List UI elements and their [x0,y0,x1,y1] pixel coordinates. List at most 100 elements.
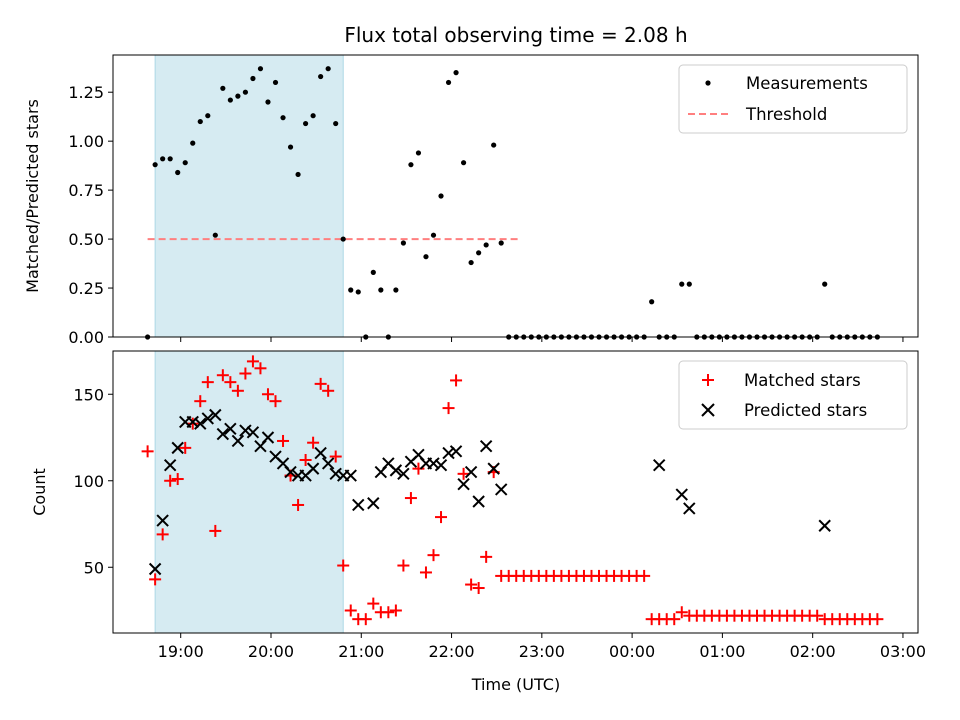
predicted-star-point [427,457,440,470]
predicted-star-point [186,415,199,429]
predicted-star-point [314,446,327,460]
predicted-star-point [449,445,463,458]
measurement-point [340,236,346,242]
x-tick-label: 03:00 [880,642,926,661]
matched-star-point [344,604,357,617]
y-tick-label: 150 [73,385,104,404]
matched-star-point [811,609,824,622]
measurement-point [152,162,158,168]
predicted-star-point [457,478,470,491]
measurement-point [235,93,241,99]
predicted-star-point [261,431,275,444]
predicted-star-point [246,426,260,439]
measurement-point [430,232,437,238]
matched-star-point [675,606,688,619]
top-ylabel: Matched/Predicted stars [23,99,42,293]
predicted-star-point [472,495,485,508]
legend-threshold-label: Threshold [745,105,827,124]
matched-star-point [419,566,432,579]
legend-measurement-marker [705,80,711,86]
measurement-point [250,75,256,82]
predicted-star-point [201,412,215,425]
matched-star-point [457,467,470,480]
predicted-star-point [224,422,237,436]
predicted-star-point [344,469,357,482]
matched-star-point [224,376,237,389]
matched-star-point [442,402,455,415]
y-tick-label: 0.75 [68,181,104,200]
measurement-point [370,269,376,275]
bottom-legend: Matched stars Predicted stars [678,360,908,430]
legend-predicted-marker [701,403,715,417]
y-tick-label: 1.00 [68,132,104,151]
measurement-point [212,232,218,238]
measurement-point [393,287,399,293]
matched-star-point [231,384,244,397]
y-tick-label: 0.50 [68,230,104,249]
matched-star-point [171,473,184,486]
matched-star-point [277,434,290,447]
y-tick-label: 0.25 [68,279,104,298]
measurement-point [686,281,692,287]
bottom-ylabel: Count [30,468,49,516]
predicted-star-point [442,446,455,460]
measurement-point [302,120,309,127]
measurement-point [280,115,286,121]
measurement-point [415,150,422,156]
measurement-point [197,118,203,125]
predicted-star-point [352,498,365,512]
matched-star-point [412,462,425,475]
measurement-point [265,99,271,105]
matched-star-point [389,604,402,617]
predicted-star-point [487,462,500,475]
measurement-point [220,85,226,91]
matched-star-point [314,377,327,390]
measurement-point [400,240,407,246]
legend-matched-marker [702,374,714,386]
measurement-point [295,171,301,178]
matched-star-point [246,355,259,368]
measurement-point [476,250,482,256]
predicted-star-point [479,439,493,453]
predicted-star-point [239,424,252,437]
matched-star-point [329,450,342,463]
predicted-star-point [818,519,831,532]
x-tick-label: 02:00 [790,642,836,661]
measurement-point [491,142,497,148]
predicted-star-point [434,458,448,472]
x-tick-label: 22:00 [428,642,474,661]
measurement-point [175,169,181,176]
matched-star-point [216,369,229,382]
matched-star-point [427,549,440,562]
matched-star-point [382,606,395,619]
predicted-star-point [494,483,508,496]
x-tick-label: 01:00 [699,642,745,661]
predicted-star-point [156,514,169,527]
matched-star-point [359,613,372,626]
matched-star-point [156,528,169,541]
measurement-point [272,79,279,86]
predicted-star-point [148,562,162,576]
matched-star-point [239,367,252,380]
matched-star-point [322,384,335,397]
matched-star-point [194,395,207,408]
matched-star-point [450,374,463,387]
bottom-panel: 19:00 20:00 21:00 22:00 23:00 00:00 01:00 02:00… [30,350,926,694]
matched-star-point [397,559,410,572]
top-panel: 0.00 0.25 0.50 0.75 1.00 1.25 Matched/Predict… [23,54,919,347]
matched-star-point [404,492,417,505]
legend-matched-label: Matched stars [744,371,861,390]
measurement-point [468,259,474,266]
matched-star-point [269,395,282,408]
measurement-point [460,160,467,166]
matched-star-point [209,524,222,537]
x-axis-label: Time (UTC) [471,675,560,694]
x-tick-label: 00:00 [609,642,655,661]
measurement-point [438,193,444,199]
predicted-star-point [209,408,222,422]
matched-star-point [179,441,192,454]
top-axes-frame [112,54,919,338]
measurement-point [287,144,294,150]
predicted-star-point [675,488,688,501]
